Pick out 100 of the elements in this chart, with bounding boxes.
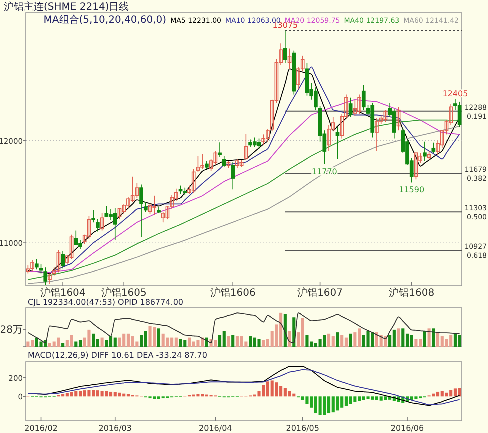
- candlestick: [384, 110, 388, 123]
- bar: [26, 342, 30, 347]
- bar: [74, 342, 78, 347]
- candlestick: [87, 216, 92, 240]
- bar: [392, 330, 396, 347]
- bar: [275, 382, 278, 397]
- x-tick-label: 沪铝1608: [389, 287, 435, 299]
- candlestick: [353, 100, 358, 117]
- bar: [188, 338, 192, 347]
- bar: [306, 335, 309, 347]
- bar: [214, 340, 218, 347]
- bar: [375, 332, 379, 347]
- bar: [458, 335, 462, 347]
- bar: [380, 335, 383, 347]
- bar: [288, 391, 292, 397]
- bar: [366, 396, 370, 400]
- bar: [397, 328, 400, 347]
- candlestick: [283, 30, 288, 64]
- bar: [74, 392, 78, 397]
- bar: [140, 335, 144, 347]
- candlestick: [252, 137, 257, 148]
- bar: [384, 396, 388, 400]
- candlestick: [358, 94, 362, 115]
- bar: [445, 392, 448, 397]
- candlestick: [44, 267, 48, 286]
- bar: [414, 396, 418, 400]
- candlestick: [148, 202, 152, 215]
- bar: [118, 392, 122, 397]
- bar: [423, 331, 426, 347]
- bar: [266, 382, 270, 397]
- x-tick-label: 2016/06: [390, 424, 424, 433]
- candlestick: [427, 150, 432, 161]
- x-tick-label: 沪铝1605: [101, 287, 147, 299]
- candlestick: [236, 158, 240, 169]
- bar: [114, 338, 117, 347]
- bar: [284, 314, 287, 347]
- candlestick: [196, 156, 200, 173]
- bar: [192, 342, 196, 347]
- bar: [131, 336, 134, 347]
- bar: [232, 335, 235, 347]
- candlestick: [392, 108, 396, 140]
- candlestick: [458, 102, 462, 128]
- x-tick-label: 沪铝1604: [40, 287, 86, 299]
- bar: [218, 335, 222, 347]
- candlestick: [288, 48, 292, 70]
- candlestick: [92, 210, 96, 224]
- candlestick: [396, 106, 401, 131]
- candlestick: [423, 141, 427, 162]
- candlestick: [218, 142, 222, 158]
- chart-title: CJL 192334.00(47:53) OPID 186774.00: [28, 298, 184, 307]
- x-tick-label: 2016/04: [199, 424, 232, 433]
- bar: [436, 392, 440, 397]
- bar: [354, 396, 357, 402]
- bar: [327, 396, 331, 414]
- bar: [105, 340, 108, 347]
- bar: [109, 336, 113, 347]
- bar: [318, 339, 322, 347]
- candlestick: [104, 206, 109, 218]
- candlestick: [144, 202, 148, 213]
- bar: [100, 338, 104, 347]
- bar: [52, 342, 56, 347]
- bar: [62, 343, 65, 347]
- bar: [380, 396, 383, 401]
- bar: [340, 335, 344, 347]
- candlestick: [140, 184, 144, 238]
- candlestick: [74, 230, 78, 246]
- chart-title: 沪铝主连(SHME 2214)日线: [4, 1, 130, 13]
- bar: [70, 335, 74, 347]
- bar: [105, 392, 108, 397]
- x-tick-label: 2016/02: [24, 424, 58, 433]
- candlestick: [152, 196, 157, 216]
- candlestick: [348, 97, 353, 118]
- bar: [240, 336, 244, 347]
- bar: [196, 340, 200, 347]
- candlestick: [48, 273, 52, 284]
- bar: [301, 318, 304, 347]
- candlestick: [414, 152, 418, 180]
- bar: [48, 343, 52, 347]
- bar: [410, 335, 414, 347]
- candlestick: [118, 208, 122, 220]
- bar: [166, 338, 170, 347]
- bar: [88, 390, 91, 397]
- candlestick: [257, 138, 262, 150]
- bar: [402, 328, 405, 347]
- candlestick: [135, 182, 140, 198]
- bar: [174, 338, 178, 347]
- legend-title: MA组合(5,10,20,40,60,0): [44, 14, 167, 26]
- bar: [88, 330, 91, 347]
- x-tick-label: 沪铝1607: [298, 287, 344, 299]
- bar: [384, 336, 388, 347]
- chart-title: MACD(12,26,9) DIFF 10.61 DEA -33.24 87.70: [28, 351, 208, 360]
- bar: [432, 328, 436, 347]
- bar: [336, 396, 340, 411]
- bar: [57, 338, 60, 347]
- bar: [179, 339, 182, 347]
- bar: [109, 392, 113, 397]
- bar: [92, 334, 96, 347]
- bar: [366, 331, 370, 347]
- candlestick: [70, 234, 74, 260]
- candlestick: [231, 162, 236, 190]
